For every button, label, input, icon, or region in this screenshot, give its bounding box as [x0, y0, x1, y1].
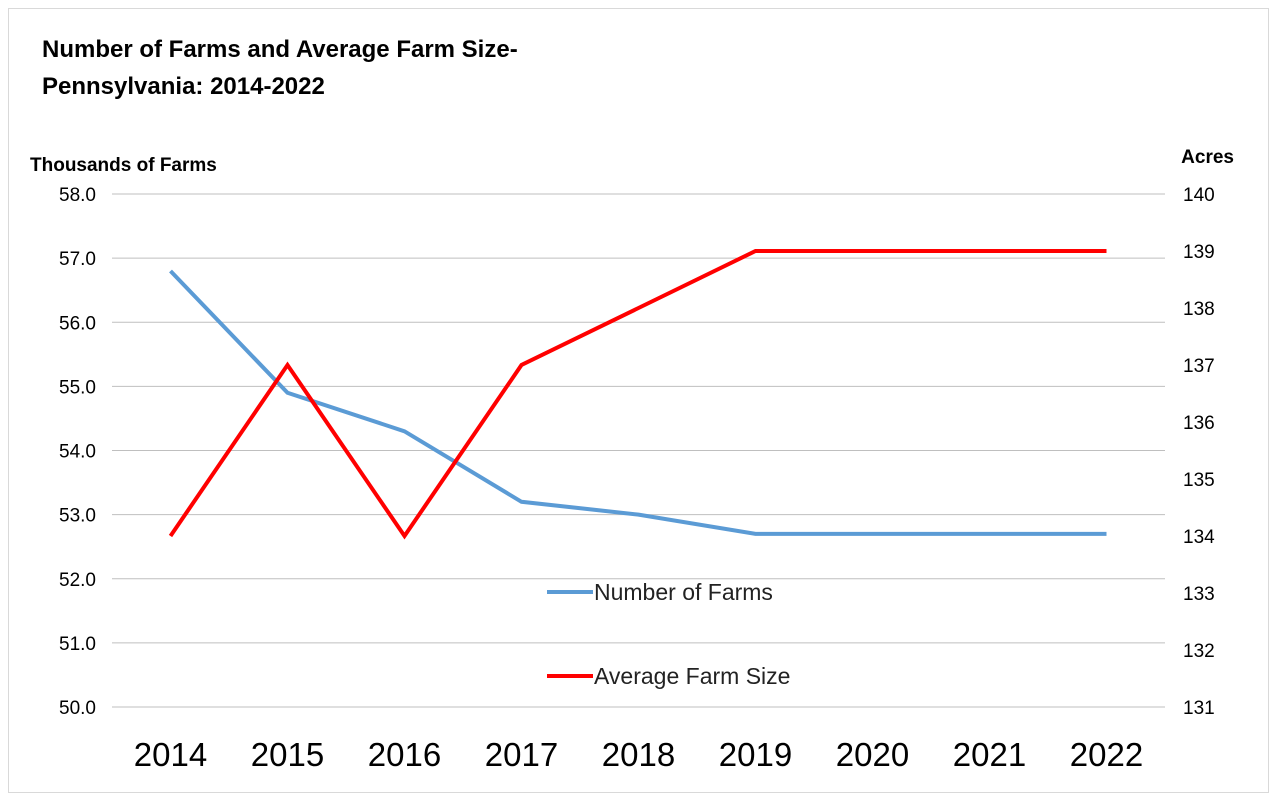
left-tick-label: 58.0: [59, 185, 96, 206]
right-axis-ticks: 131 132 133 134 135 136 137 138 139 140: [1183, 185, 1215, 719]
x-tick-label: 2020: [836, 736, 909, 773]
left-axis-title: Thousands of Farms: [30, 155, 217, 176]
left-tick-label: 56.0: [59, 313, 96, 334]
x-tick-label: 2018: [602, 736, 675, 773]
right-tick-label: 139: [1183, 242, 1215, 263]
left-tick-label: 57.0: [59, 249, 96, 270]
right-tick-label: 136: [1183, 413, 1215, 434]
x-tick-label: 2021: [953, 736, 1026, 773]
legend: Number of Farms Average Farm Size: [547, 579, 790, 689]
series-lines: [168, 249, 1107, 540]
x-axis-ticks: 2014 2015 2016 2017 2018 2019 2020 2021 2022: [134, 736, 1143, 773]
left-tick-label: 50.0: [59, 698, 96, 719]
x-tick-label: 2016: [368, 736, 441, 773]
x-tick-label: 2019: [719, 736, 792, 773]
x-tick-label: 2014: [134, 736, 207, 773]
right-tick-label: 137: [1183, 356, 1215, 377]
x-tick-label: 2022: [1070, 736, 1143, 773]
left-tick-label: 55.0: [59, 377, 96, 398]
right-tick-label: 133: [1183, 584, 1215, 605]
series-line-number-of-farms: [169, 269, 1107, 536]
left-tick-label: 51.0: [59, 634, 96, 655]
x-tick-label: 2017: [485, 736, 558, 773]
left-tick-label: 52.0: [59, 570, 96, 591]
left-tick-label: 53.0: [59, 506, 96, 527]
gridlines: [112, 193, 1165, 708]
legend-label: Average Farm Size: [594, 663, 790, 689]
chart-title-line-2: Pennsylvania: 2014-2022: [42, 73, 325, 100]
chart-title-line-1: Number of Farms and Average Farm Size-: [42, 36, 518, 63]
right-tick-label: 132: [1183, 641, 1215, 662]
left-axis-ticks: 50.0 51.0 52.0 53.0 54.0 55.0 56.0 57.0 58.0: [59, 185, 96, 719]
right-tick-label: 140: [1183, 185, 1215, 206]
right-tick-label: 138: [1183, 299, 1215, 320]
right-tick-label: 131: [1183, 698, 1215, 719]
legend-label: Number of Farms: [594, 579, 773, 605]
left-tick-label: 54.0: [59, 442, 96, 463]
x-tick-label: 2015: [251, 736, 324, 773]
right-tick-label: 134: [1183, 527, 1215, 548]
right-axis-title: Acres: [1181, 147, 1234, 168]
right-tick-label: 135: [1183, 470, 1215, 491]
series-line-average-farm-size: [168, 249, 1107, 540]
chart-frame: [8, 8, 1269, 793]
